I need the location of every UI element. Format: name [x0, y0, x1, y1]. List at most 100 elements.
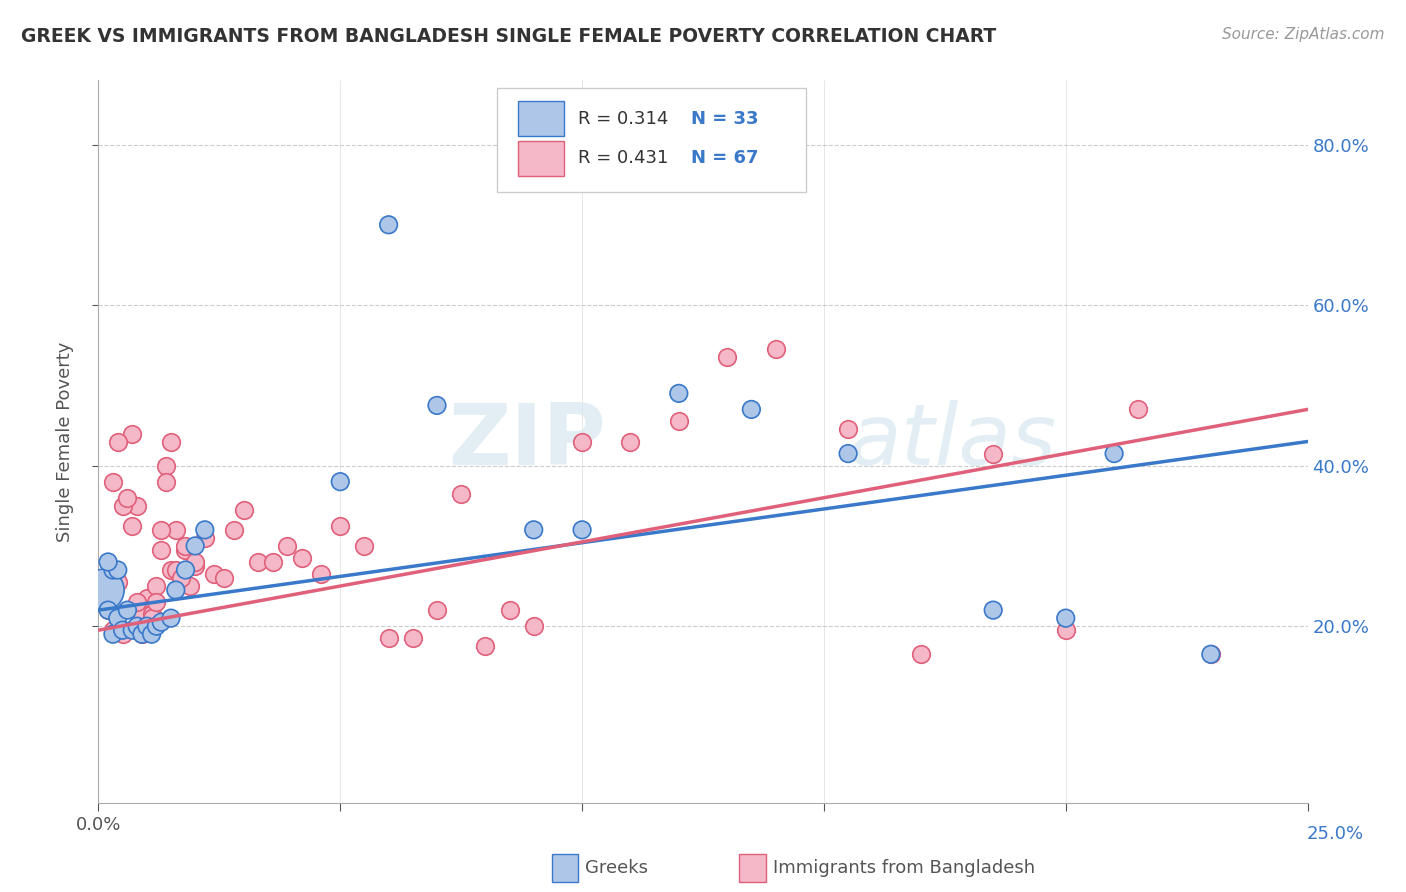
Point [141, 627, 163, 641]
Point [91, 583, 114, 598]
Point [155, 458, 177, 473]
Text: Greeks: Greeks [585, 859, 648, 877]
Text: Source: ZipAtlas.com: Source: ZipAtlas.com [1222, 27, 1385, 42]
Point [97, 555, 120, 569]
Point [97, 603, 120, 617]
Point [290, 551, 312, 566]
FancyBboxPatch shape [517, 101, 564, 136]
Point [837, 446, 859, 460]
Point [101, 623, 124, 637]
Point [165, 563, 187, 577]
Point [107, 574, 129, 589]
Point [121, 623, 143, 637]
Point [107, 434, 129, 449]
Point [184, 555, 207, 569]
Point [184, 558, 207, 573]
Point [127, 595, 149, 609]
Point [179, 579, 201, 593]
Point [150, 523, 173, 537]
Point [121, 426, 143, 441]
Text: Immigrants from Bangladesh: Immigrants from Bangladesh [773, 859, 1035, 877]
Point [145, 579, 167, 593]
Point [145, 595, 167, 609]
Point [91, 583, 114, 598]
Point [402, 632, 425, 646]
Text: N = 67: N = 67 [690, 149, 758, 168]
Point [276, 539, 298, 553]
Point [1199, 648, 1222, 662]
FancyBboxPatch shape [498, 87, 806, 193]
FancyBboxPatch shape [517, 141, 564, 176]
Point [910, 648, 932, 662]
Point [1199, 648, 1222, 662]
Text: 25.0%: 25.0% [1306, 825, 1364, 843]
Point [101, 475, 124, 489]
Point [222, 523, 245, 537]
Point [212, 571, 235, 585]
Point [141, 607, 163, 621]
Point [619, 434, 641, 449]
Point [117, 491, 139, 505]
FancyBboxPatch shape [551, 855, 578, 881]
Text: GREEK VS IMMIGRANTS FROM BANGLADESH SINGLE FEMALE POVERTY CORRELATION CHART: GREEK VS IMMIGRANTS FROM BANGLADESH SING… [21, 27, 997, 45]
Point [1054, 611, 1077, 625]
Text: N = 33: N = 33 [690, 110, 758, 128]
Point [523, 619, 546, 633]
Point [571, 523, 593, 537]
Text: R = 0.431: R = 0.431 [578, 149, 669, 168]
Point [837, 422, 859, 436]
Point [194, 531, 217, 545]
Point [131, 627, 153, 641]
Point [111, 627, 134, 641]
Point [262, 555, 284, 569]
Point [155, 475, 177, 489]
Point [127, 619, 149, 633]
Point [474, 639, 496, 653]
Point [97, 603, 120, 617]
Point [426, 398, 449, 412]
Point [174, 563, 197, 577]
Point [169, 571, 191, 585]
Point [329, 475, 352, 489]
Point [127, 499, 149, 513]
Point [111, 499, 134, 513]
Point [498, 603, 520, 617]
Point [101, 627, 124, 641]
Point [135, 619, 157, 633]
Point [426, 603, 449, 617]
Text: ZIP: ZIP [449, 400, 606, 483]
Point [740, 402, 762, 417]
Point [107, 563, 129, 577]
Point [145, 619, 167, 633]
Point [1054, 623, 1077, 637]
Point [111, 623, 134, 637]
Text: R = 0.314: R = 0.314 [578, 110, 669, 128]
Point [377, 632, 399, 646]
Point [117, 494, 139, 508]
Point [981, 446, 1004, 460]
Point [150, 542, 173, 557]
Point [377, 218, 399, 232]
Point [121, 518, 143, 533]
Point [194, 523, 217, 537]
Point [101, 563, 124, 577]
Point [523, 523, 546, 537]
Point [141, 611, 163, 625]
Point [160, 611, 183, 625]
Point [174, 539, 197, 553]
Point [165, 523, 187, 537]
Point [668, 414, 690, 428]
Y-axis label: Single Female Poverty: Single Female Poverty [56, 342, 75, 541]
Point [1102, 446, 1125, 460]
Point [232, 502, 254, 516]
Point [716, 350, 738, 364]
Point [204, 567, 226, 582]
Point [329, 518, 352, 533]
Point [353, 539, 375, 553]
Point [131, 607, 153, 621]
Point [135, 619, 157, 633]
Point [450, 487, 472, 501]
Point [571, 434, 593, 449]
Point [184, 539, 207, 553]
Point [165, 583, 187, 598]
